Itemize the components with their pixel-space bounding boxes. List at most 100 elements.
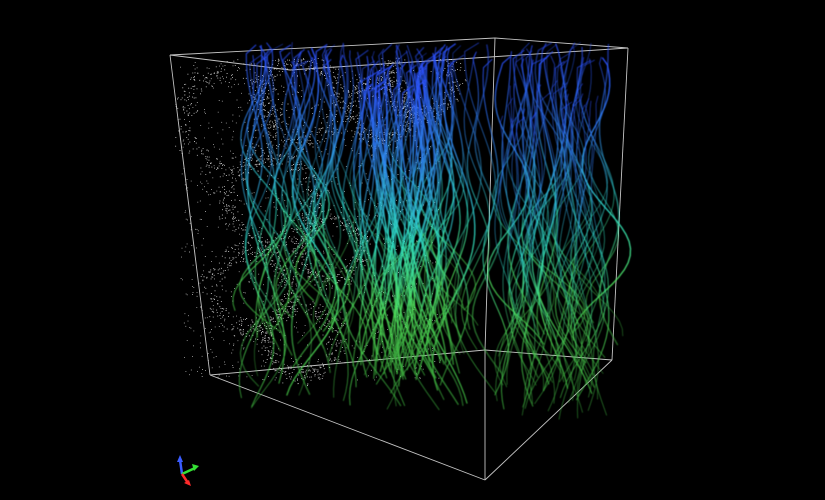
streamline bbox=[518, 108, 536, 416]
box-edge bbox=[484, 349, 613, 361]
streamline bbox=[471, 44, 502, 374]
streamline bbox=[245, 54, 287, 409]
streamline bbox=[426, 47, 447, 401]
streamline bbox=[245, 55, 291, 331]
streamline bbox=[536, 92, 574, 401]
streamline bbox=[313, 45, 349, 401]
streamline bbox=[232, 45, 286, 311]
xyz-axes-icon bbox=[177, 455, 199, 486]
streamline bbox=[312, 43, 351, 333]
streamline bbox=[238, 55, 269, 399]
streamline bbox=[399, 46, 464, 407]
streamline bbox=[461, 52, 490, 350]
streamline bbox=[501, 51, 525, 410]
streamline bbox=[556, 117, 577, 420]
streamline bbox=[487, 55, 545, 345]
streamline bbox=[554, 60, 577, 337]
streamline bbox=[482, 58, 509, 396]
streamline bbox=[554, 42, 593, 364]
streamline bbox=[507, 53, 554, 383]
streamline bbox=[437, 54, 482, 355]
streamline bbox=[515, 116, 544, 392]
streamline bbox=[374, 67, 414, 367]
streamline bbox=[575, 93, 593, 419]
streamline bbox=[286, 47, 340, 396]
streamline bbox=[557, 101, 598, 400]
box-edge bbox=[611, 47, 629, 361]
streamline bbox=[306, 46, 354, 335]
y-axis-icon bbox=[181, 466, 196, 476]
streamline bbox=[546, 80, 578, 381]
streamline bbox=[455, 42, 497, 394]
streamline bbox=[555, 41, 602, 377]
streamline bbox=[268, 60, 331, 374]
streamline bbox=[550, 86, 587, 384]
streamline bbox=[432, 43, 476, 391]
streamline bbox=[373, 86, 402, 361]
streamline bbox=[403, 52, 463, 315]
box-edge bbox=[494, 37, 629, 49]
z-axis-icon bbox=[178, 459, 184, 475]
streamline bbox=[239, 52, 292, 387]
box-edge bbox=[484, 359, 613, 481]
streamline bbox=[422, 50, 479, 326]
streamline bbox=[507, 117, 532, 408]
streamline bbox=[580, 100, 603, 383]
streamline bbox=[360, 70, 396, 366]
streamline bbox=[502, 97, 533, 404]
streamline bbox=[413, 78, 441, 370]
streamline bbox=[337, 50, 370, 324]
x-axis-arrow-icon bbox=[184, 480, 191, 486]
streamline bbox=[380, 63, 402, 374]
streamline bbox=[281, 50, 331, 344]
streamline bbox=[511, 108, 537, 386]
streamline bbox=[570, 83, 595, 388]
streamline bbox=[393, 82, 415, 374]
streamline bbox=[570, 96, 594, 398]
streamline bbox=[254, 43, 306, 377]
streamline bbox=[559, 82, 583, 404]
streamline bbox=[406, 78, 432, 363]
streamline bbox=[407, 62, 447, 363]
streamline bbox=[247, 45, 286, 384]
streamline bbox=[372, 83, 406, 361]
streamline bbox=[315, 44, 355, 307]
streamline bbox=[327, 43, 363, 363]
box-edge bbox=[484, 37, 496, 351]
streamline bbox=[494, 115, 515, 402]
streamline bbox=[244, 44, 275, 408]
streamline bbox=[275, 51, 323, 320]
streamline bbox=[507, 58, 546, 335]
streamline bbox=[289, 50, 337, 369]
streamline bbox=[499, 85, 524, 388]
streamline bbox=[312, 49, 341, 349]
streamline bbox=[417, 56, 464, 337]
box-edge bbox=[169, 54, 211, 376]
streamline bbox=[571, 59, 615, 302]
streamline bbox=[452, 45, 469, 355]
streamline bbox=[505, 83, 527, 385]
streamline bbox=[396, 64, 431, 380]
streamline bbox=[239, 42, 292, 334]
streamline bbox=[408, 80, 437, 379]
z-axis-arrow-icon bbox=[177, 455, 183, 462]
streamline bbox=[536, 42, 558, 336]
streamline bbox=[598, 43, 620, 346]
streamline bbox=[359, 87, 387, 378]
streamline bbox=[521, 45, 545, 407]
streamline bbox=[394, 72, 426, 377]
streamline bbox=[308, 59, 368, 355]
streamline bbox=[576, 104, 599, 411]
streamline bbox=[546, 44, 573, 327]
streamline bbox=[306, 54, 357, 388]
streamline bbox=[572, 57, 632, 341]
box-edge bbox=[209, 374, 486, 481]
streamline bbox=[387, 67, 418, 376]
streamline bbox=[273, 51, 302, 356]
streamline bbox=[528, 84, 561, 412]
streamline bbox=[576, 98, 605, 397]
streamline bbox=[400, 85, 432, 381]
streamline bbox=[494, 118, 529, 386]
